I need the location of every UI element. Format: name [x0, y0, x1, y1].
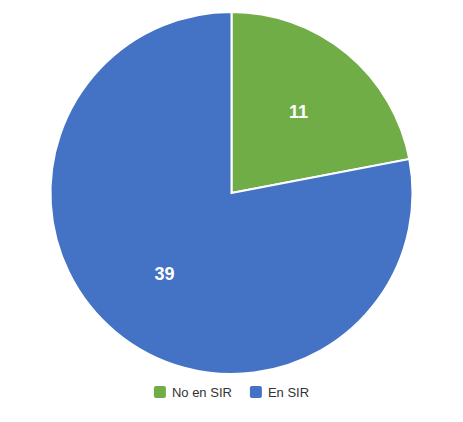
- legend-label: No en SIR: [172, 385, 232, 400]
- chart: 11 39 No en SIR En SIR: [0, 0, 463, 422]
- legend-label: En SIR: [268, 385, 309, 400]
- legend-item: En SIR: [250, 385, 309, 400]
- data-label: 39: [155, 264, 175, 284]
- slices: [51, 12, 413, 374]
- legend-item: No en SIR: [154, 385, 232, 400]
- legend-swatch: [250, 386, 262, 398]
- legend-swatch: [154, 386, 166, 398]
- legend: No en SIR En SIR: [154, 385, 309, 400]
- data-label: 11: [289, 102, 308, 122]
- chart-container: 11 39 No en SIR En SIR: [0, 0, 463, 422]
- pie-slice: [51, 12, 413, 374]
- data-labels: 11 39: [155, 102, 308, 284]
